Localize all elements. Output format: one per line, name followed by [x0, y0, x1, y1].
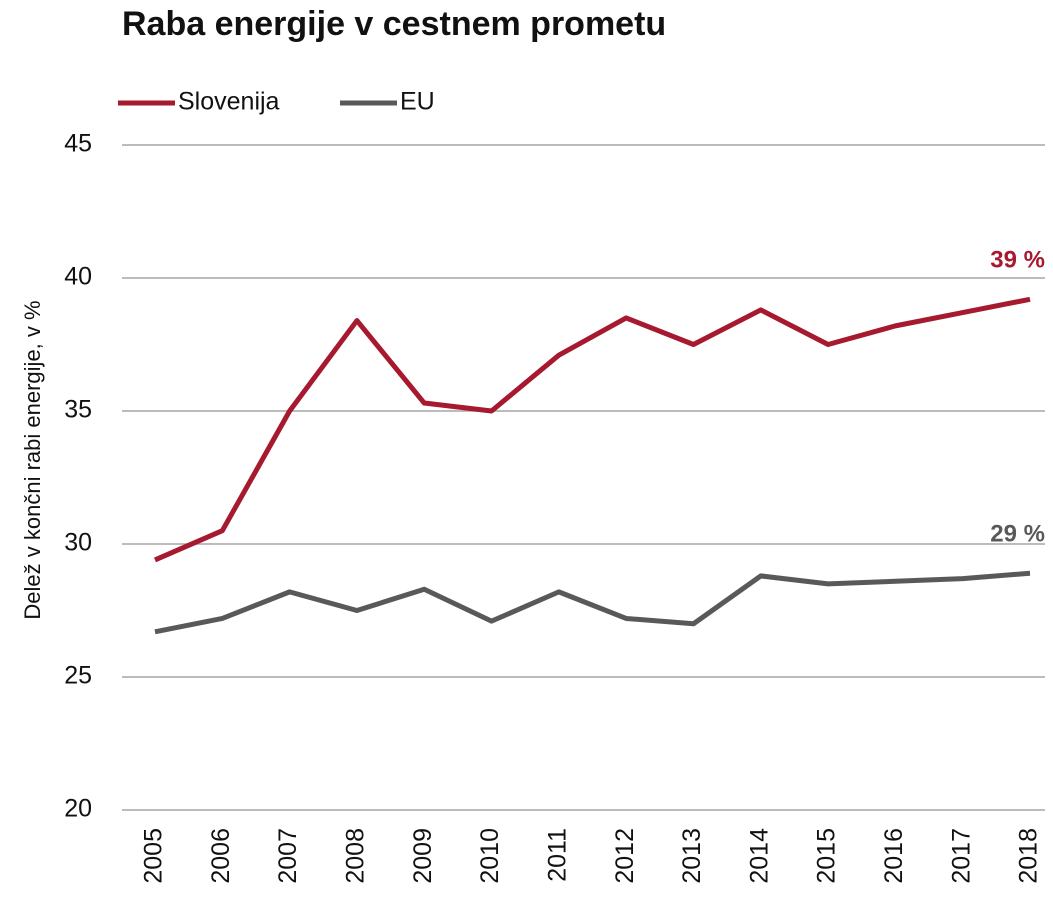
x-tick-label: 2017 — [947, 828, 975, 884]
y-tick-label: 35 — [64, 396, 92, 424]
x-tick-label: 2005 — [140, 828, 168, 884]
chart-title: Raba energije v cestnem prometu — [122, 5, 666, 43]
value-label: 29 % — [990, 521, 1045, 548]
x-tick-label: 2009 — [409, 828, 437, 884]
x-tick-label: 2016 — [880, 828, 908, 884]
y-axis-label: Delež v končni rabi energije, v % — [20, 300, 45, 619]
x-tick-label: 2007 — [274, 828, 302, 884]
legend-label: Slovenija — [178, 88, 280, 116]
y-tick-label: 30 — [64, 529, 92, 557]
x-tick-label: 2008 — [342, 828, 370, 884]
y-tick-label: 20 — [64, 795, 92, 823]
x-tick-label: 2010 — [476, 828, 504, 884]
x-tick-label: 2012 — [611, 828, 639, 884]
legend-label: EU — [400, 88, 435, 116]
x-tick-label: 2018 — [1015, 828, 1043, 884]
line — [154, 570, 1031, 635]
x-tick-label: 2013 — [678, 828, 706, 884]
x-tick-label: 2011 — [543, 828, 571, 882]
value-label: 39 % — [990, 247, 1045, 274]
y-tick-label: 25 — [64, 662, 92, 690]
line — [154, 296, 1031, 563]
y-tick-label: 45 — [64, 130, 92, 158]
x-tick-label: 2006 — [207, 828, 235, 884]
x-tick-label: 2015 — [813, 828, 841, 884]
y-tick-label: 40 — [64, 263, 92, 291]
x-tick-label: 2014 — [745, 828, 773, 884]
